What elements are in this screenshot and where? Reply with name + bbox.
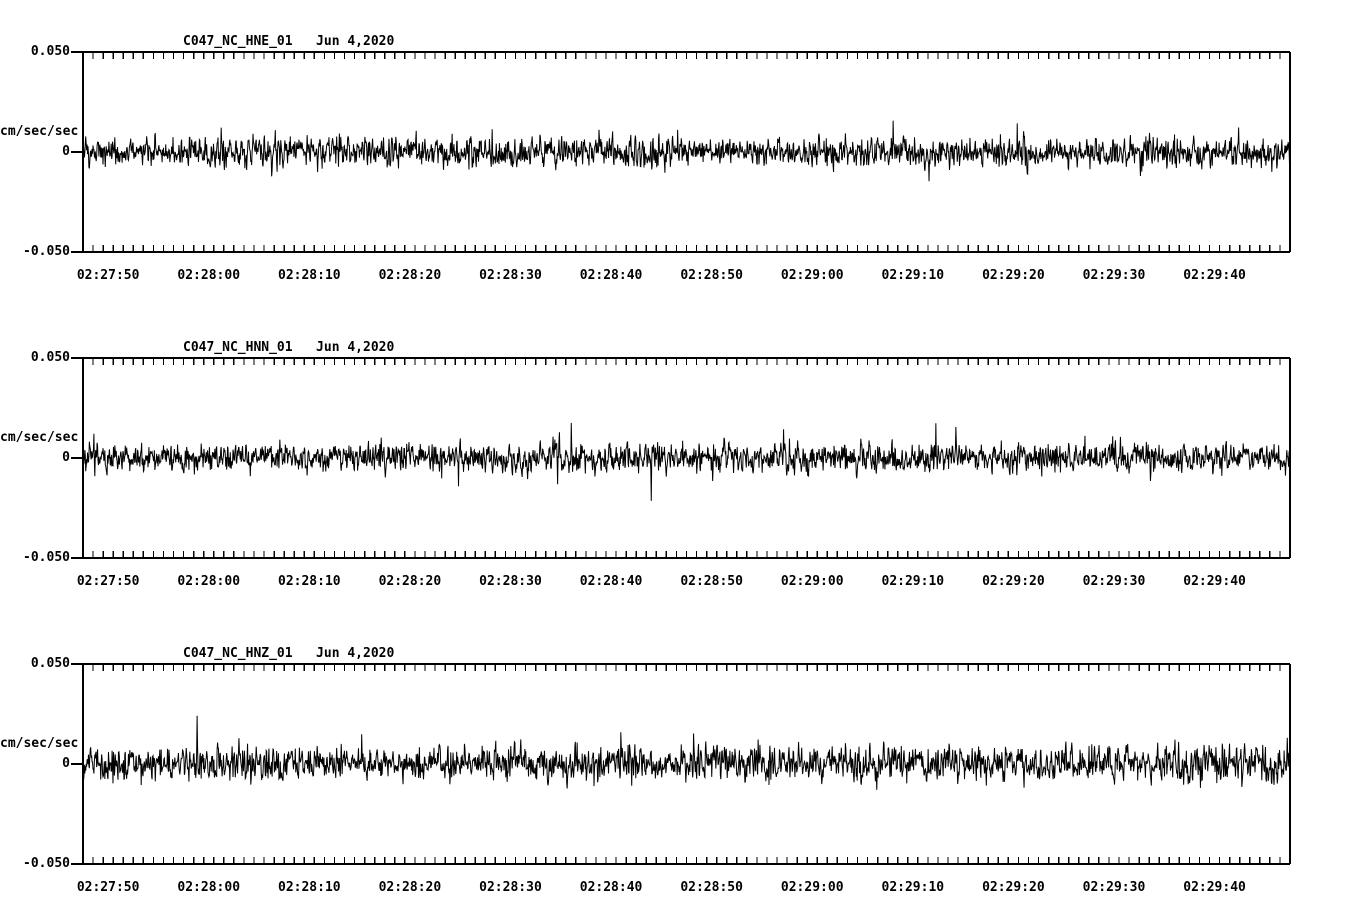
x-tick-label: 02:28:50 bbox=[680, 268, 743, 283]
x-tick-label: 02:29:10 bbox=[881, 574, 945, 589]
x-tick-label: 02:27:50 bbox=[76, 880, 140, 895]
y-tick-label-bottom-hne: -0.050 bbox=[23, 244, 70, 259]
x-tick-label: 02:29:20 bbox=[982, 880, 1045, 895]
panel-title-hnz: C047_NC_HNZ_01 Jun 4,2020 bbox=[183, 646, 395, 661]
y-tick-label-bottom-hnn: -0.050 bbox=[23, 550, 70, 565]
x-tick-label: 02:29:10 bbox=[881, 880, 945, 895]
x-tick-label: 02:28:20 bbox=[378, 880, 442, 895]
x-tick-label: 02:29:10 bbox=[881, 268, 945, 283]
waveform-trace bbox=[82, 422, 1291, 501]
y-tick-label-zero-hnz: 0 bbox=[62, 756, 70, 771]
x-tick-label: 02:29:30 bbox=[1082, 268, 1146, 283]
y-axis-unit-label-hnn: cm/sec/sec bbox=[0, 430, 79, 445]
y-tick-label-top-hne: 0.050 bbox=[30, 44, 70, 59]
x-tick-label: 02:28:20 bbox=[378, 268, 442, 283]
x-tick-label: 02:28:40 bbox=[579, 574, 643, 589]
x-tick-label: 02:28:10 bbox=[278, 880, 341, 895]
y-tick-label-zero-hnn: 0 bbox=[62, 450, 70, 465]
x-tick-label: 02:28:40 bbox=[579, 880, 643, 895]
x-tick-label: 02:29:00 bbox=[780, 880, 844, 895]
x-tick-label: 02:28:30 bbox=[479, 268, 542, 283]
x-tick-label: 02:29:20 bbox=[982, 268, 1045, 283]
x-tick-label: 02:29:40 bbox=[1183, 268, 1246, 283]
x-tick-label: 02:29:40 bbox=[1183, 574, 1246, 589]
x-tick-label: 02:28:40 bbox=[579, 268, 643, 283]
x-tick-label: 02:29:20 bbox=[982, 574, 1045, 589]
x-tick-label: 02:28:10 bbox=[278, 268, 341, 283]
x-tick-label: 02:28:50 bbox=[680, 880, 743, 895]
x-tick-label: 02:29:00 bbox=[780, 268, 844, 283]
x-tick-label: 02:27:50 bbox=[76, 268, 140, 283]
x-tick-label: 02:29:00 bbox=[780, 574, 844, 589]
x-tick-label: 02:28:20 bbox=[378, 574, 442, 589]
x-tick-label: 02:29:30 bbox=[1082, 880, 1146, 895]
y-tick-label-zero-hne: 0 bbox=[62, 144, 70, 159]
waveform-trace bbox=[82, 715, 1291, 790]
x-tick-label: 02:29:40 bbox=[1183, 880, 1246, 895]
x-tick-label: 02:28:10 bbox=[278, 574, 341, 589]
x-tick-label: 02:28:00 bbox=[177, 880, 241, 895]
x-tick-label: 02:28:50 bbox=[680, 574, 743, 589]
x-tick-label: 02:28:00 bbox=[177, 574, 241, 589]
x-tick-label: 02:27:50 bbox=[76, 574, 140, 589]
y-axis-unit-label-hnz: cm/sec/sec bbox=[0, 736, 79, 751]
x-tick-label: 02:28:30 bbox=[479, 880, 542, 895]
x-tick-label: 02:29:30 bbox=[1082, 574, 1146, 589]
y-axis-unit-label-hne: cm/sec/sec bbox=[0, 124, 79, 139]
x-tick-label: 02:28:30 bbox=[479, 574, 542, 589]
y-tick-label-top-hnz: 0.050 bbox=[30, 656, 70, 671]
y-tick-label-top-hnn: 0.050 bbox=[30, 350, 70, 365]
waveform-trace bbox=[82, 120, 1291, 182]
panel-title-hne: C047_NC_HNE_01 Jun 4,2020 bbox=[183, 34, 395, 49]
y-tick-label-bottom-hnz: -0.050 bbox=[23, 856, 70, 871]
panel-title-hnn: C047_NC_HNN_01 Jun 4,2020 bbox=[183, 340, 395, 355]
x-tick-label: 02:28:00 bbox=[177, 268, 241, 283]
